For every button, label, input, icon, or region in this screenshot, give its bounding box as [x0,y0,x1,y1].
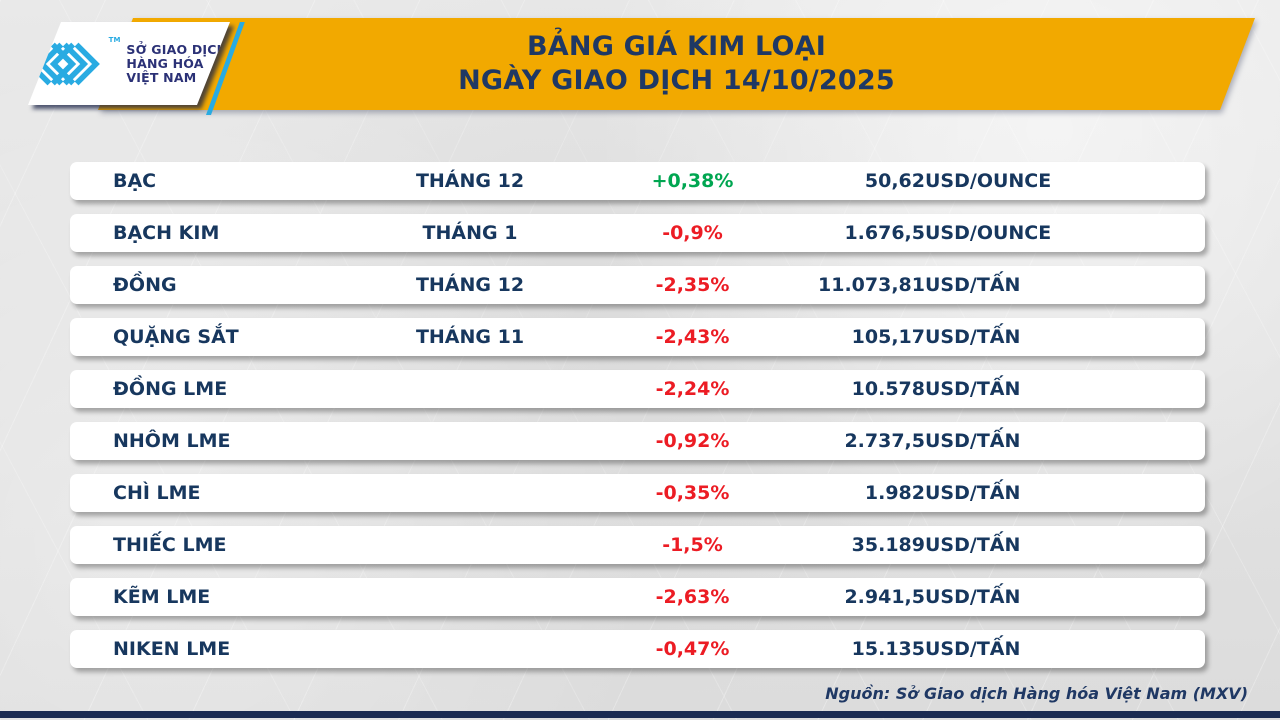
change-percent: -2,63% [655,586,730,608]
change-percent: -0,92% [655,430,730,452]
change-percent: +0,38% [651,170,734,192]
price-unit: USD/TẤN [925,378,1021,400]
commodity-name: THIẾC LME [113,534,227,556]
commodity-name: KẼM LME [113,586,211,608]
commodity-name: QUẶNG SẮT [113,326,239,348]
price-value: 11.073,81 [818,274,925,296]
price-value: 2.737,5 [844,430,925,452]
price-value: 10.578 [851,378,925,400]
price-value: 2.941,5 [844,586,925,608]
page-title: BẢNG GIÁ KIM LOẠI [527,31,826,62]
bottom-bar [0,711,1280,718]
price-value: 15.135 [851,638,925,660]
price-unit: USD/TẤN [925,274,1021,296]
price-unit: USD/TẤN [925,326,1021,348]
change-percent: -0,47% [655,638,730,660]
price-unit: USD/TẤN [925,638,1021,660]
price-table: BẠC THÁNG 12 +0,38% 50,62 USD/OUNCE BẠCH… [70,162,1205,682]
source-credit: Nguồn: Sở Giao dịch Hàng hóa Việt Nam (M… [825,684,1248,703]
exchange-name: SỞ GIAO DỊCH HÀNG HÓA VIỆT NAM [126,43,227,85]
table-row-bach-kim: BẠCH KIM THÁNG 1 -0,9% 1.676,5 USD/OUNCE [70,214,1205,252]
price-value: 1.676,5 [844,222,925,244]
commodity-name: BẠCH KIM [113,222,220,244]
contract-month: THÁNG 11 [415,326,525,348]
change-percent: -0,9% [662,222,723,244]
price-unit: USD/TẤN [925,482,1021,504]
price-value: 50,62 [864,170,925,192]
commodity-name: CHÌ LME [113,482,201,504]
exchange-name-line3: VIỆT NAM [126,69,197,85]
exchange-name-line1: SỞ GIAO DỊCH [126,41,228,57]
price-unit: USD/TẤN [925,586,1021,608]
contract-month: THÁNG 12 [415,170,525,192]
table-row-quang-sat: QUẶNG SẮT THÁNG 11 -2,43% 105,17 USD/TẤN [70,318,1205,356]
page-subtitle: NGÀY GIAO DỊCH 14/10/2025 [458,65,895,96]
price-value: 35.189 [851,534,925,556]
commodity-name: NHÔM LME [113,430,231,452]
contract-month: THÁNG 1 [422,222,518,244]
table-row-niken-lme: NIKEN LME -0,47% 15.135 USD/TẤN [70,630,1205,668]
mxv-logo: TM SỞ GIAO DỊCH HÀNG HÓA VIỆT NAM [28,22,230,105]
header: BẢNG GIÁ KIM LOẠI NGÀY GIAO DỊCH 14/10/2… [0,0,1280,130]
table-row-chi-lme: CHÌ LME -0,35% 1.982 USD/TẤN [70,474,1205,512]
table-row-kem-lme: KẼM LME -2,63% 2.941,5 USD/TẤN [70,578,1205,616]
table-row-thiec-lme: THIẾC LME -1,5% 35.189 USD/TẤN [70,526,1205,564]
change-percent: -2,43% [655,326,730,348]
table-row-bac: BẠC THÁNG 12 +0,38% 50,62 USD/OUNCE [70,162,1205,200]
commodity-name: BẠC [113,170,157,192]
price-unit: USD/OUNCE [925,222,1052,244]
table-row-dong: ĐỒNG THÁNG 12 -2,35% 11.073,81 USD/TẤN [70,266,1205,304]
price-unit: USD/TẤN [925,430,1021,452]
change-percent: -2,35% [655,274,730,296]
commodity-name: ĐỒNG [113,274,177,296]
change-percent: -1,5% [662,534,723,556]
change-percent: -2,24% [655,378,730,400]
contract-month: THÁNG 12 [415,274,525,296]
trademark-symbol: TM [108,36,121,44]
title-banner: BẢNG GIÁ KIM LOẠI NGÀY GIAO DỊCH 14/10/2… [98,18,1255,110]
commodity-name: NIKEN LME [113,638,231,660]
price-value: 1.982 [864,482,925,504]
price-unit: USD/TẤN [925,534,1021,556]
price-unit: USD/OUNCE [925,170,1052,192]
table-row-nhom-lme: NHÔM LME -0,92% 2.737,5 USD/TẤN [70,422,1205,460]
table-row-dong-lme: ĐỒNG LME -2,24% 10.578 USD/TẤN [70,370,1205,408]
commodity-name: ĐỒNG LME [113,378,228,400]
change-percent: -0,35% [655,482,730,504]
price-value: 105,17 [851,326,925,348]
exchange-name-line2: HÀNG HÓA [126,55,204,71]
